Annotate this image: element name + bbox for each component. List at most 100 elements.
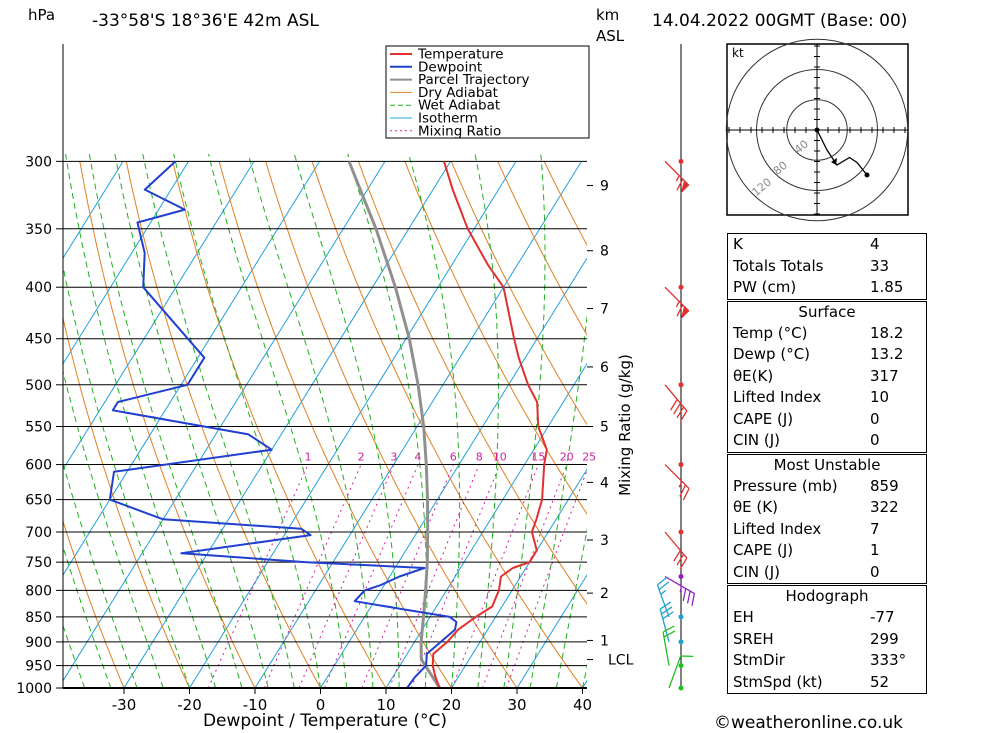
legend-entry: Mixing Ratio: [418, 123, 501, 139]
barb-flag: [658, 581, 670, 591]
stat-value: 13.2: [870, 345, 904, 363]
hodograph-stats-title: Hodograph: [785, 587, 869, 605]
barb-flag: [676, 304, 684, 317]
x-tick-label: 20: [442, 696, 461, 714]
barb-flag: [662, 625, 675, 633]
barb-flag: [682, 588, 687, 602]
location-title: -33°58'S 18°36'E 42m ASL: [92, 11, 319, 31]
barb-half-flag: [679, 585, 683, 593]
barb-half-flag: [675, 175, 680, 182]
mixing-ratio-label: 2: [358, 451, 365, 464]
stat-row: Temp (°C) 18.2: [728, 323, 928, 345]
mixing-ratio-line: [324, 464, 419, 688]
hodograph-origin: [814, 127, 820, 133]
x-tick-label: 40: [573, 696, 592, 714]
stat-row: Lifted Index 7: [728, 519, 928, 541]
wet-adiabat-line: [63, 461, 138, 688]
stat-value: 322: [870, 498, 899, 516]
barb-pennant: [680, 180, 690, 194]
wind-level-dot: [678, 382, 684, 388]
barb-staff: [668, 655, 682, 689]
barb-staff: [664, 575, 695, 595]
mixing-ratio-axis-title: Mixing Ratio (g/kg): [616, 354, 634, 496]
barb-staff: [664, 384, 688, 412]
wet-adiabat-line: [503, 153, 546, 688]
km-tick-label: 5: [600, 419, 609, 435]
wet-adiabat-line: [529, 312, 587, 688]
wet-adiabat-line: [474, 153, 499, 688]
stat-value: 333°: [870, 651, 907, 669]
hodograph-stats-table: EH -77 SREH 299 StmDir 333° StmSpd (kt) 52: [728, 607, 928, 693]
barb-staff: [664, 464, 690, 490]
stat-row: EH -77: [728, 607, 928, 629]
pressure-tick-label: 500: [25, 378, 52, 394]
mixing-ratio-label: 10: [493, 451, 507, 464]
km-tick-label: 9: [600, 178, 609, 194]
stat-label: Dewp (°C): [733, 345, 811, 363]
stat-label: CAPE (J): [733, 409, 794, 428]
pressure-tick-label: 700: [25, 525, 52, 541]
mixing-ratio-label: 8: [476, 451, 483, 464]
pressure-tick-label: 550: [25, 419, 52, 435]
barb-half-flag: [660, 589, 667, 595]
wet-adiabat-line: [347, 153, 428, 688]
dry-adiabat-line: [63, 519, 125, 688]
stat-value: 1.85: [870, 278, 904, 296]
mixing-ratio-line: [298, 464, 395, 688]
stat-value: 317: [870, 366, 899, 385]
mixing-ratio-labels: 1 2 3 4 6 8 10 15 20 25: [305, 451, 597, 464]
pressure-tick-label: 650: [25, 493, 52, 509]
stat-label: θE (K): [733, 498, 778, 516]
legend-entry: Dewpoint: [418, 59, 482, 75]
mixing-ratio-label: 4: [415, 451, 422, 464]
dry-adiabat-line: [450, 161, 587, 426]
wet-adiabats: [63, 153, 587, 688]
stat-row: CIN (J) 0: [728, 430, 928, 452]
km-tick-label: 6: [600, 360, 609, 376]
wind-level-dot: [678, 574, 684, 580]
wet-adiabat-line: [173, 153, 321, 688]
surface-box: Surface Temp (°C) 18.2 Dewp (°C) 13.2 θE(K) 3…: [727, 300, 928, 453]
km-unit-label: km: [596, 6, 619, 24]
barb-staff: [662, 631, 670, 666]
stat-row: Lifted Index 10: [728, 387, 928, 409]
barb-pennant: [680, 306, 690, 320]
barb-flag: [663, 630, 676, 638]
km-tick-label: LCL: [608, 653, 634, 669]
km-tick-label: 8: [600, 244, 609, 260]
isotherm-line: [254, 161, 582, 688]
wet-adiabat-line: [555, 527, 587, 688]
stat-value: 859: [870, 476, 899, 495]
stat-row: Dewp (°C) 13.2: [728, 344, 928, 366]
wind-level-dot: [678, 614, 684, 620]
pressure-tick-label: 900: [25, 635, 52, 651]
stat-label: Totals Totals: [733, 256, 824, 275]
km-axis: 9 8 7 6 5 4 3 2 1 LCL: [587, 178, 634, 669]
wet-adiabat-line: [65, 153, 217, 688]
isotherm-line: [63, 161, 320, 577]
indices-box: K 4 Totals Totals 33 PW (cm) 1.85: [727, 233, 927, 300]
x-tick-label: -20: [177, 696, 202, 714]
mixing-ratio-label: 3: [390, 451, 397, 464]
barb-flag: [659, 601, 672, 610]
stat-row: θE(K) 317: [728, 366, 928, 388]
km-tick-label: 4: [600, 475, 609, 491]
pressure-tick-label: 750: [25, 555, 52, 571]
km-tick-label: 7: [600, 302, 609, 318]
barb-flag: [661, 606, 673, 615]
dewpoint-line: [108, 160, 458, 688]
barb-flag: [676, 553, 685, 566]
isotherm-line: [385, 362, 587, 688]
wind-barb: [668, 655, 694, 689]
wind-barb: [662, 625, 676, 666]
stat-row: CAPE (J) 0: [728, 409, 928, 431]
pressure-tick-label: 600: [25, 458, 52, 474]
stat-value: 10: [870, 388, 890, 406]
wind-level-dot: [678, 529, 684, 535]
stat-label: CAPE (J): [733, 541, 794, 559]
legend-box: [385, 45, 590, 139]
legend-entry: Dry Adiabat: [418, 85, 498, 101]
wind-level-dot: [678, 663, 684, 669]
